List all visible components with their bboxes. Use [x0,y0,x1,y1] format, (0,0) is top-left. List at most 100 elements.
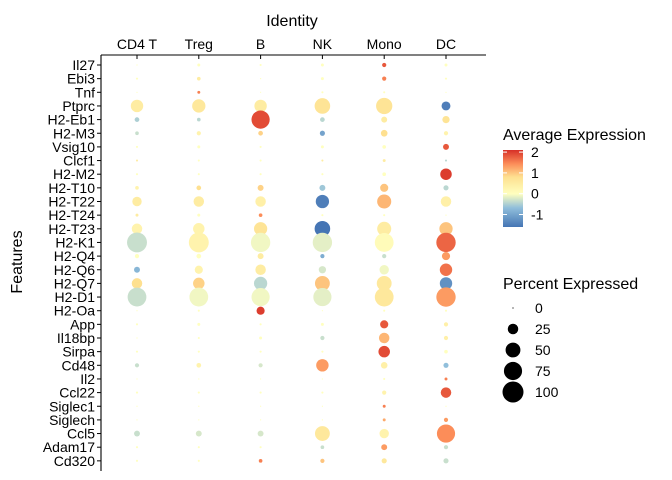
feature-label-ptprc: Ptprc [62,98,95,114]
dot-adam17-cd4-t [135,446,139,449]
feature-label-h2-q6: H2-Q6 [54,262,95,278]
features-axis-title: Features [9,230,26,293]
dot-siglech-nk [321,419,323,421]
dot-siglec1-dc [445,405,447,407]
dot-clcf1-cd4-t [135,159,139,162]
feature-label-cd320: Cd320 [54,453,95,469]
dot-h2-oa-b [256,306,265,315]
dot-il2-dc [444,377,448,381]
dot-h2-q6-nk [318,266,327,274]
dot-h2-m3-treg [196,131,201,136]
dot-h2-t23-nk [314,221,331,237]
feature-label-siglec1: Siglec1 [49,398,95,414]
dot-il18bp-mono [378,332,390,344]
dot-h2-eb1-mono [381,116,388,123]
dot-h2-oa-treg [197,309,200,312]
dot-h2-t24-b [258,213,263,217]
dot-h2-eb1-nk [320,117,325,122]
dot-sirpa-treg [197,350,200,353]
dot-h2-d1-mono [374,287,394,307]
dot-tnf-nk [321,91,324,94]
dot-il27-cd4-t [136,64,138,66]
size-legend-label: 25 [535,321,551,337]
dot-ccl5-nk [314,426,330,441]
dot-cd48-dc [443,362,449,368]
dot-h2-t22-dc [440,196,452,207]
dot-h2-q7-cd4-t [131,278,143,289]
dot-h2-q7-nk [314,275,330,291]
feature-label-tnf: Tnf [75,84,95,100]
dot-siglec1-mono [382,404,386,408]
dot-h2-q4-cd4-t [134,254,140,259]
size-legend-dot [507,323,519,335]
dot-adam17-dc [443,445,449,450]
feature-label-h2-q7: H2-Q7 [54,275,95,291]
dot-h2-t10-cd4-t [135,186,139,190]
dot-adam17-treg [197,446,200,449]
dot-ptprc-treg [192,99,206,113]
size-legend-dot [512,307,514,309]
size-legend-label: 75 [535,363,551,379]
dot-h2-oa-nk [321,310,323,312]
dot-tnf-dc [445,91,447,93]
dot-ptprc-mono [376,97,393,115]
dot-ccl22-cd4-t [135,391,139,394]
dot-il18bp-treg [197,336,200,340]
dot-h2-t23-b [253,222,268,236]
size-legend-dot [505,342,521,358]
dot-h2-eb1-dc [442,115,450,124]
feature-label-il2: Il2 [80,371,95,387]
dot-h2-t23-mono [377,221,392,236]
dot-il2-mono [383,377,386,381]
dot-h2-t22-mono [377,194,392,209]
dot-h2-t22-cd4-t [132,196,142,207]
dot-siglech-cd4-t [136,419,138,421]
dot-h2-eb1-treg [196,117,201,122]
dot-h2-q4-nk [320,254,325,259]
dot-vsig10-treg [197,145,201,149]
feature-label-cd48: Cd48 [62,357,96,373]
dot-h2-d1-treg [189,287,209,307]
feature-label-h2-t23: H2-T23 [48,221,95,237]
dot-h2-q6-dc [439,263,453,276]
feature-label-h2-k1: H2-K1 [55,234,95,250]
dot-h2-t23-treg [193,223,205,235]
dot-ptprc-nk [314,98,331,114]
dot-h2-t10-treg [196,185,202,191]
dot-h2-t24-dc [445,214,447,216]
dot-h2-t10-dc [443,185,449,191]
identity-axis-title: Identity [266,13,318,30]
dot-sirpa-b [259,350,262,353]
dot-il18bp-dc [443,335,449,341]
feature-label-h2-q4: H2-Q4 [54,248,95,264]
dot-ccl22-mono [382,390,387,395]
dot-il27-dc [444,63,448,67]
feature-label-adam17: Adam17 [43,439,95,455]
dot-app-cd4-t [135,323,139,326]
dot-clcf1-treg [197,159,200,162]
dot-h2-k1-nk [312,232,333,253]
dot-h2-m2-nk [321,173,324,176]
dot-h2-m2-treg [197,173,200,176]
dot-h2-t22-treg [193,196,205,207]
dot-h2-m2-dc [440,168,452,180]
feature-label-siglech: Siglech [49,412,95,428]
dot-il2-cd4-t [136,378,138,380]
dot-clcf1-b [259,159,262,162]
dot-h2-q7-treg [193,277,205,290]
dot-h2-q7-mono [376,275,392,291]
dot-tnf-treg [197,90,201,94]
dot-h2-q7-b [253,276,268,291]
dot-vsig10-cd4-t [135,145,139,148]
dot-app-treg [197,322,201,326]
dot-cd48-nk [316,359,329,372]
dot-h2-t23-dc [439,222,453,236]
dot-h2-q6-treg [194,265,203,274]
features-axis: Il27Ebi3TnfPtprcH2-Eb1H2-M3Vsig10Clcf1H2… [43,55,102,471]
dot-h2-t22-b [255,196,266,207]
dot-h2-q6-mono [379,265,389,275]
dot-h2-t10-mono [380,183,389,192]
dot-h2-q4-mono [382,254,387,259]
size-legend-dot [503,361,523,381]
